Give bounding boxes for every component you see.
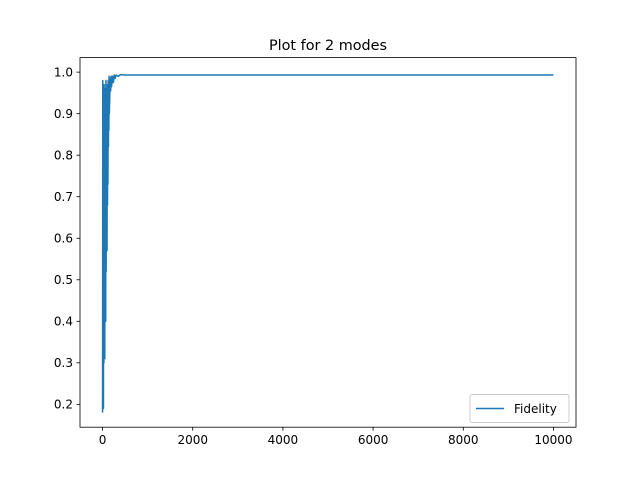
- y-axis: 0.2 0.3 0.4 0.5 0.6 0.7 0.8 0.9 1.0: [54, 65, 80, 412]
- y-tick-label: 0.9: [54, 107, 73, 121]
- series-line-fidelity: [101, 73, 554, 413]
- x-tick-label: 2000: [177, 433, 208, 447]
- y-tick-label: 0.8: [54, 148, 73, 162]
- axes-frame: [79, 57, 577, 428]
- plot-area: [101, 73, 554, 413]
- x-axis: 0 2000 4000 6000 8000 10000: [99, 427, 573, 447]
- y-tick-label: 1.0: [54, 65, 73, 79]
- y-tick-label: 0.4: [54, 315, 73, 329]
- legend: Fidelity: [469, 394, 570, 423]
- x-tick-label: 6000: [358, 433, 389, 447]
- y-tick-label: 0.5: [54, 273, 73, 287]
- x-tick-label: 8000: [448, 433, 479, 447]
- chart-title: Plot for 2 modes: [269, 38, 387, 54]
- legend-label-fidelity: Fidelity: [514, 402, 557, 416]
- y-tick-label: 0.7: [54, 190, 73, 204]
- x-tick-label: 10000: [534, 433, 572, 447]
- y-tick-label: 0.2: [54, 398, 73, 412]
- legend-box: [469, 394, 570, 423]
- y-tick-label: 0.3: [54, 356, 73, 370]
- x-tick-label: 4000: [268, 433, 299, 447]
- y-tick-label: 0.6: [54, 232, 73, 246]
- x-tick-label: 0: [99, 433, 107, 447]
